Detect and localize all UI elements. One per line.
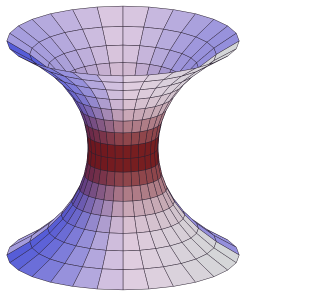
mesh-face [114, 133, 123, 146]
mesh-face [106, 90, 123, 100]
mesh-face [101, 156, 108, 171]
mesh-face [107, 158, 115, 172]
mesh-face [95, 155, 101, 170]
mesh-face [107, 144, 115, 158]
mesh-face [145, 141, 151, 156]
mesh-face [114, 172, 123, 187]
mesh-face [131, 132, 140, 145]
mesh-face [101, 143, 108, 157]
mesh-face [112, 201, 123, 217]
mesh-face [106, 171, 115, 186]
mesh-face [138, 143, 145, 157]
mesh-face [106, 233, 123, 251]
mesh-face [131, 144, 139, 158]
mesh-face [138, 156, 145, 171]
mesh-face [109, 217, 123, 234]
mesh-face [123, 99, 137, 110]
page: (() => { const svg = document.getElement… [0, 0, 246, 295]
mesh-face [123, 217, 137, 234]
catenoid-surface [0, 0, 246, 295]
mesh-face [113, 186, 123, 201]
mesh-face [145, 155, 151, 170]
mesh-face [123, 233, 140, 251]
mesh-face [106, 132, 115, 145]
mesh-face [123, 186, 133, 201]
mesh-face [95, 141, 101, 156]
mesh-face [123, 172, 132, 187]
mesh-face [123, 158, 131, 172]
mesh-face [131, 171, 140, 186]
mesh-face [123, 110, 134, 122]
mesh-face [123, 145, 131, 158]
mesh-face [123, 90, 140, 100]
mesh-face [123, 133, 132, 146]
mesh-face [112, 110, 123, 122]
mesh-face [113, 121, 123, 133]
mesh-face [115, 158, 123, 172]
mesh-face [115, 145, 123, 158]
mesh-face [131, 158, 139, 172]
mesh-face [109, 99, 123, 110]
mesh-face [123, 121, 133, 133]
mesh-face [123, 201, 134, 217]
